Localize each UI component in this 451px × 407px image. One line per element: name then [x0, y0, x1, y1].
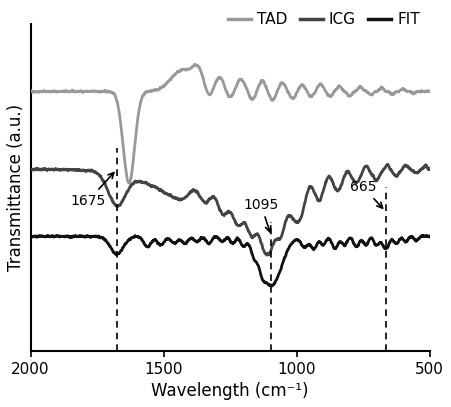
Text: 1675: 1675	[70, 173, 114, 208]
X-axis label: Wavelength (cm⁻¹): Wavelength (cm⁻¹)	[151, 382, 309, 400]
Y-axis label: Transmittance (a.u.): Transmittance (a.u.)	[7, 104, 25, 271]
Text: 1095: 1095	[244, 197, 279, 232]
Legend: TAD, ICG, FIT: TAD, ICG, FIT	[222, 6, 426, 33]
Text: 665: 665	[350, 180, 382, 208]
